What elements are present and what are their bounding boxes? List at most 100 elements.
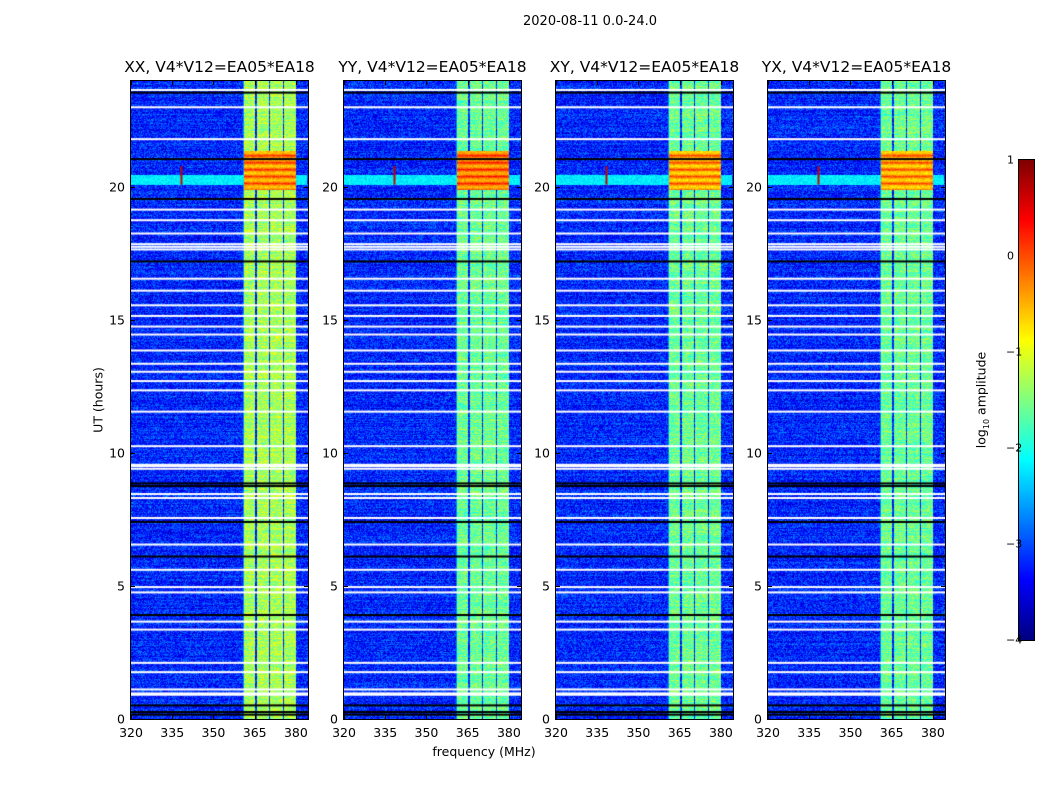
y-tick-mark [768,719,772,720]
y-tick-mark [131,320,135,322]
x-tick-mark [809,81,811,85]
y-tick-label: 5 [117,578,125,594]
x-tick-mark [508,81,510,85]
x-tick-mark [254,715,256,719]
y-tick-mark [517,453,521,455]
x-tick-mark [679,715,681,719]
x-tick-mark [213,715,215,719]
x-tick-label: 335 [585,725,610,740]
panel-title: YY, V4*V12=EA05*EA18 [338,58,527,76]
x-tick-mark [467,81,469,85]
x-tick-mark [254,81,256,85]
colorbar-tick-label: 0 [1007,249,1014,263]
y-tick-label: 10 [322,445,338,461]
y-tick-mark [131,453,135,455]
x-tick-mark [508,715,510,719]
spectrogram-heatmap [343,80,522,720]
x-tick-mark [385,81,387,85]
colorbar-label-rest: amplitude [973,351,989,419]
x-tick-label: 380 [496,725,521,740]
y-tick-mark [344,187,348,189]
spectrogram-heatmap [130,80,309,720]
y-tick-mark [941,320,945,322]
y-tick-mark [556,320,560,322]
x-tick-mark [891,715,893,719]
y-tick-label: 10 [746,445,762,461]
x-tick-mark [679,81,681,85]
y-tick-mark [768,187,772,189]
colorbar-label-sub: 10 [981,418,991,430]
x-tick-mark [809,715,811,719]
y-tick-mark [304,586,308,588]
y-tick-mark [941,586,945,588]
y-tick-mark [729,719,733,720]
colorbar-tick-label: −2 [1006,441,1023,455]
x-tick-label: 350 [626,725,651,740]
y-tick-label: 20 [322,179,338,195]
x-tick-mark [295,81,297,85]
x-tick-mark [720,715,722,719]
y-tick-mark [131,719,135,720]
y-tick-mark [304,453,308,455]
x-tick-mark [597,81,599,85]
x-axis-label: frequency (MHz) [432,744,536,759]
y-tick-label: 0 [542,711,550,727]
y-tick-mark [768,453,772,455]
x-tick-mark [131,715,132,719]
y-tick-mark [304,320,308,322]
y-tick-mark [517,586,521,588]
y-tick-mark [729,187,733,189]
y-tick-label: 0 [330,711,338,727]
colorbar-tick-label: 1 [1007,153,1014,167]
x-tick-mark [213,81,215,85]
x-tick-label: 335 [373,725,398,740]
x-tick-label: 380 [283,725,308,740]
y-tick-label: 0 [754,711,762,727]
y-tick-mark [941,453,945,455]
y-tick-mark [729,586,733,588]
x-tick-label: 380 [708,725,733,740]
y-tick-mark [344,719,348,720]
y-tick-mark [556,586,560,588]
x-tick-mark [638,81,640,85]
y-tick-label: 20 [109,179,125,195]
y-tick-mark [304,187,308,189]
x-tick-mark [344,715,345,719]
y-tick-mark [729,453,733,455]
x-tick-mark [932,81,934,85]
panel-yx: YX, V4*V12=EA05*EA18 320 335 350 365 380 0 5 10… [746,58,951,740]
colorbar [1018,159,1035,641]
x-tick-mark [891,81,893,85]
y-tick-mark [344,320,348,322]
y-tick-label: 15 [109,312,125,328]
y-tick-label: 20 [746,179,762,195]
x-tick-label: 365 [667,725,692,740]
figure-title: 2020-08-11 0.0-24.0 [523,14,657,29]
colorbar-tick-label: −4 [1006,633,1023,647]
y-tick-mark [517,187,521,189]
x-tick-label: 350 [838,725,863,740]
y-tick-mark [729,320,733,322]
y-tick-mark [344,586,348,588]
y-tick-label: 0 [117,711,125,727]
x-tick-label: 335 [797,725,822,740]
panel-title: YX, V4*V12=EA05*EA18 [761,58,952,76]
y-tick-label: 10 [109,445,125,461]
x-tick-mark [850,715,852,719]
panel-yy: YY, V4*V12=EA05*EA18 320 335 350 365 380 0 5 10… [322,58,527,740]
x-tick-mark [556,715,557,719]
colorbar-label-main: log [973,429,989,449]
y-tick-label: 15 [746,312,762,328]
colorbar-tick-label: −3 [1006,537,1023,551]
y-tick-label: 20 [534,179,550,195]
x-tick-label: 365 [879,725,904,740]
x-tick-mark [768,81,769,85]
panel-title: XX, V4*V12=EA05*EA18 [124,58,315,76]
x-tick-label: 365 [455,725,480,740]
x-tick-label: 320 [756,725,780,740]
x-tick-label: 350 [201,725,226,740]
x-tick-mark [385,715,387,719]
y-tick-label: 10 [534,445,550,461]
x-tick-label: 320 [544,725,568,740]
y-tick-mark [131,586,135,588]
